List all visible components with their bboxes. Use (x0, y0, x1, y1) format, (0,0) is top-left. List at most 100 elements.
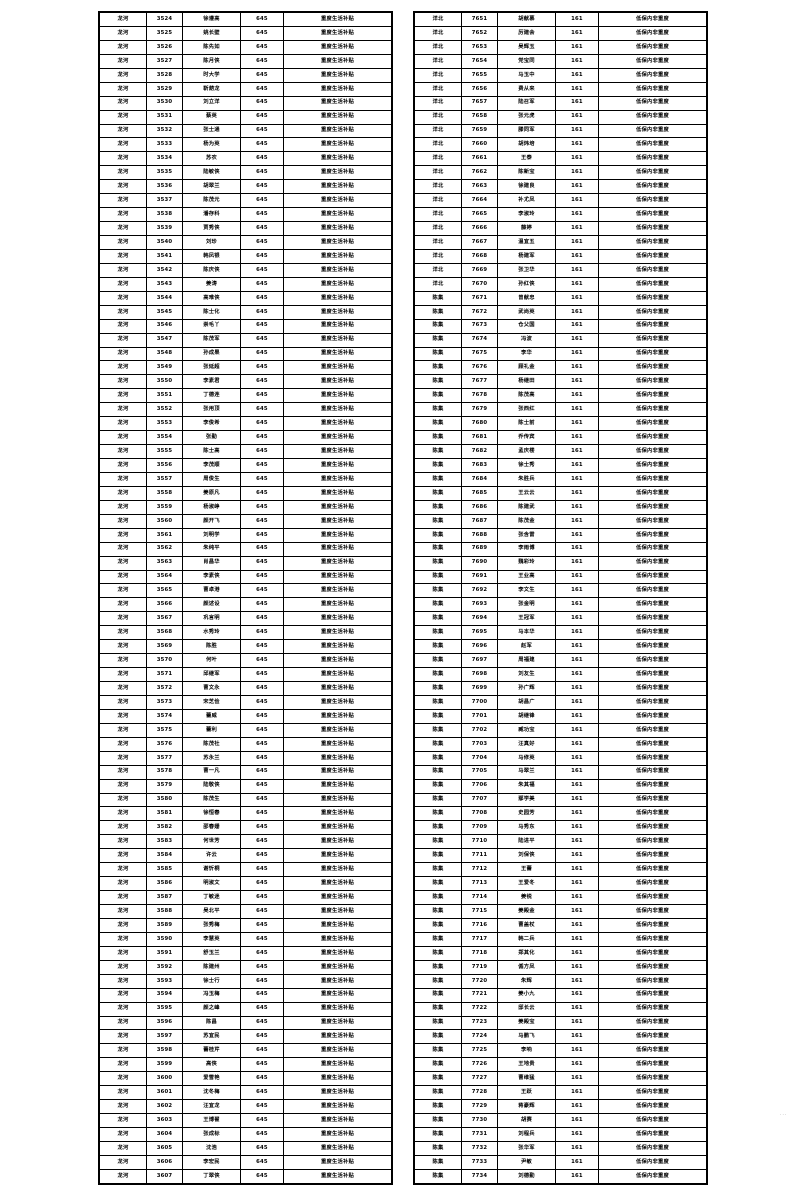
cell-town: 洋北 (414, 165, 462, 181)
cell-id: 7726 (461, 1057, 498, 1073)
cell-name: 蕾桂芹 (182, 1043, 241, 1059)
cell-town: 洋北 (414, 109, 462, 125)
table-row: 龙河 3587 丁敏迷 645 重度生活补贴 (99, 890, 392, 905)
cell-amount: 161 (555, 1127, 599, 1142)
cell-subsidy-type: 重度生活补贴 (283, 1085, 392, 1101)
table-row: 龙河 3578 曹一凡 645 重度生活补贴 (99, 764, 392, 780)
cell-name: 韩二兵 (497, 931, 556, 947)
cell-amount: 161 (555, 165, 599, 181)
cell-subsidy-type: 低保内非重度 (598, 444, 707, 459)
cell-id: 3559 (146, 499, 183, 515)
cell-id: 3544 (146, 290, 183, 306)
table-row: 龙河 3536 胡翠兰 645 重度生活补贴 (99, 179, 392, 195)
cell-town: 陈集 (414, 1029, 462, 1045)
cell-amount: 161 (555, 262, 599, 278)
cell-amount: 161 (555, 179, 599, 195)
cell-id: 7728 (461, 1085, 498, 1101)
cell-name: 苏永兰 (182, 750, 241, 766)
cell-id: 7661 (461, 151, 498, 167)
cell-id: 3541 (146, 248, 183, 264)
cell-amount: 645 (240, 736, 284, 752)
table-row: 龙河 3582 邵春姗 645 重度生活补贴 (99, 820, 392, 836)
cell-subsidy-type: 重度生活补贴 (283, 583, 392, 599)
cell-id: 3535 (146, 165, 183, 181)
cell-town: 陈集 (414, 346, 462, 362)
cell-amount: 161 (555, 67, 599, 83)
cell-town: 龙河 (99, 1001, 147, 1017)
cell-id: 3557 (146, 471, 183, 487)
cell-id: 3564 (146, 569, 183, 585)
cell-subsidy-type: 低保内非重度 (598, 332, 707, 348)
cell-subsidy-type: 低保内非重度 (598, 555, 707, 571)
cell-id: 7733 (461, 1154, 498, 1170)
cell-id: 7724 (461, 1029, 498, 1045)
cell-amount: 161 (555, 1113, 599, 1128)
table-row: 洋北 7665 李淑玲 161 低保内非重度 (414, 207, 707, 223)
cell-name: 陈茂高 (497, 388, 556, 404)
table-row: 陈集 7723 姜殿宝 161 低保内非重度 (414, 1015, 707, 1031)
cell-amount: 645 (240, 876, 284, 892)
cell-amount: 161 (555, 625, 599, 641)
cell-amount: 161 (555, 430, 599, 446)
cell-name: 孙红侠 (497, 276, 556, 292)
cell-town: 洋北 (414, 207, 462, 223)
cell-id: 7697 (461, 653, 498, 669)
cell-id: 3580 (146, 792, 183, 808)
table-row: 陈集 7726 王地贵 161 低保内非重度 (414, 1057, 707, 1073)
cell-id: 7675 (461, 346, 498, 362)
cell-id: 3543 (146, 276, 183, 292)
cell-name: 陈建州 (182, 959, 241, 975)
cell-id: 7721 (461, 987, 498, 1003)
cell-subsidy-type: 低保内非重度 (598, 917, 707, 933)
cell-name: 丁德连 (182, 388, 241, 404)
cell-amount: 161 (555, 653, 599, 669)
cell-town: 陈集 (414, 778, 462, 794)
table-row: 龙河 3538 潘存科 645 重度生活补贴 (99, 207, 392, 223)
cell-subsidy-type: 低保内非重度 (598, 416, 707, 432)
cell-amount: 645 (240, 653, 284, 669)
cell-subsidy-type: 低保内非重度 (598, 25, 707, 41)
table-row: 陈集 7704 马修英 161 低保内非重度 (414, 750, 707, 766)
cell-name: 张元虎 (497, 109, 556, 125)
cell-amount: 161 (555, 458, 599, 473)
cell-amount: 645 (240, 1140, 284, 1156)
cell-id: 3585 (146, 862, 183, 878)
cell-id: 3548 (146, 346, 183, 362)
cell-town: 龙河 (99, 639, 147, 655)
cell-id: 3560 (146, 513, 183, 529)
cell-subsidy-type: 低保内非重度 (598, 1071, 707, 1087)
cell-subsidy-type: 重度生活补贴 (283, 109, 392, 125)
cell-subsidy-type: 重度生活补贴 (283, 1127, 392, 1142)
table-row: 陈集 7681 乔传宾 161 低保内非重度 (414, 430, 707, 446)
cell-town: 洋北 (414, 193, 462, 209)
cell-subsidy-type: 重度生活补贴 (283, 444, 392, 459)
cell-amount: 645 (240, 694, 284, 710)
cell-name: 李华 (497, 346, 556, 362)
cell-subsidy-type: 重度生活补贴 (283, 736, 392, 752)
table-row: 陈集 7695 马本华 161 低保内非重度 (414, 625, 707, 641)
cell-amount: 161 (555, 987, 599, 1003)
table-row: 龙河 3524 徐遵高 645 重度生活补贴 (99, 12, 392, 27)
table-row: 陈集 7717 韩二兵 161 低保内非重度 (414, 931, 707, 947)
table-row: 陈集 7730 胡赛 161 低保内非重度 (414, 1113, 707, 1128)
cell-town: 陈集 (414, 304, 462, 320)
cell-amount: 645 (240, 1043, 284, 1059)
cell-id: 7708 (461, 806, 498, 822)
table-row: 龙河 3541 韩凤银 645 重度生活补贴 (99, 248, 392, 264)
cell-town: 陈集 (414, 1127, 462, 1142)
cell-name: 姜锐 (497, 890, 556, 905)
cell-name: 鄢学美 (497, 792, 556, 808)
cell-id: 3562 (146, 541, 183, 557)
cell-id: 7678 (461, 388, 498, 404)
cell-id: 7667 (461, 235, 498, 250)
cell-subsidy-type: 低保内非重度 (598, 12, 707, 27)
table-row: 龙河 3547 陈茂军 645 重度生活补贴 (99, 332, 392, 348)
cell-name: 丁翠侠 (182, 1168, 241, 1184)
cell-name: 李茂顺 (182, 458, 241, 473)
cell-town: 陈集 (414, 555, 462, 571)
cell-subsidy-type: 重度生活补贴 (283, 207, 392, 223)
cell-subsidy-type: 低保内非重度 (598, 1029, 707, 1045)
cell-amount: 645 (240, 750, 284, 766)
cell-id: 3599 (146, 1057, 183, 1073)
cell-subsidy-type: 重度生活补贴 (283, 597, 392, 613)
